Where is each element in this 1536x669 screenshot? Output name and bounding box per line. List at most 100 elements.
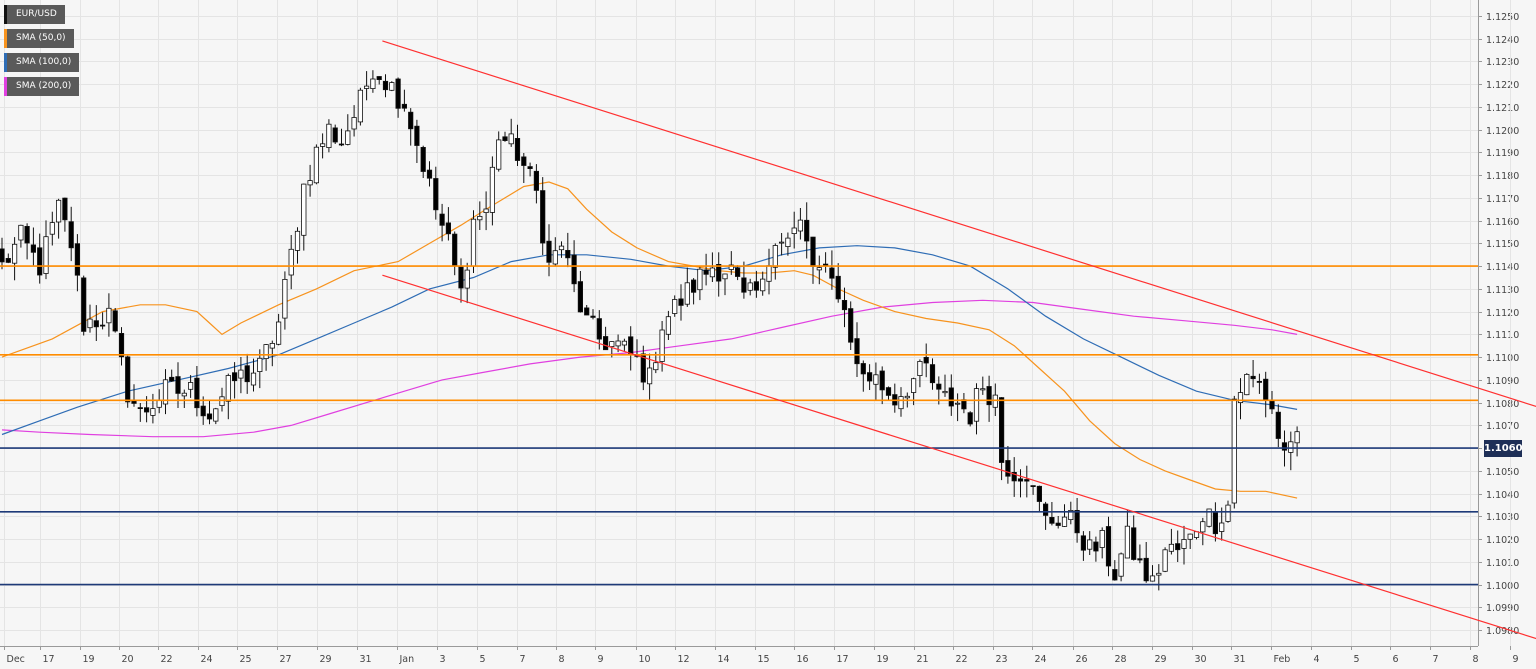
candle-bull bbox=[1294, 431, 1300, 444]
y-tick-label: 1.1230 bbox=[1486, 57, 1519, 68]
x-tick-label: 21 bbox=[917, 654, 929, 665]
candle-bear bbox=[112, 310, 118, 332]
y-tick-label: 1.0980 bbox=[1486, 626, 1519, 637]
candle-bull bbox=[106, 307, 112, 324]
candle-bull bbox=[389, 82, 395, 91]
candle-bear bbox=[1131, 527, 1137, 560]
candle-bear bbox=[1137, 558, 1143, 561]
candle-bear bbox=[1263, 378, 1269, 401]
candle-bull bbox=[275, 321, 282, 345]
legend-label-eurusd: EUR/USD bbox=[16, 9, 57, 19]
x-tick-label: 20 bbox=[122, 654, 134, 665]
candle-bull bbox=[49, 222, 55, 235]
candle-bear bbox=[603, 336, 609, 351]
candle-bull bbox=[345, 130, 351, 145]
candle-bull bbox=[11, 243, 18, 264]
x-tick-label: 6 bbox=[1393, 654, 1399, 665]
legend-item-eurusd[interactable]: EUR/USD bbox=[4, 5, 65, 24]
candle-bull bbox=[187, 382, 194, 390]
candle-bear bbox=[452, 233, 458, 266]
candle-bull bbox=[351, 117, 357, 130]
x-tick-label: 12 bbox=[678, 654, 690, 665]
candle-bull bbox=[653, 362, 659, 371]
candle-bull bbox=[898, 396, 904, 410]
candle-bear bbox=[200, 405, 206, 417]
candle-bull bbox=[307, 180, 313, 186]
candle-bear bbox=[1005, 460, 1011, 477]
candle-bear bbox=[458, 266, 464, 289]
candle-bull bbox=[326, 123, 332, 148]
candle-bull bbox=[672, 299, 678, 314]
candle-bull bbox=[483, 208, 489, 213]
y-tick-label: 1.1110 bbox=[1486, 330, 1519, 341]
legend-item-sma100[interactable]: SMA (100,0) bbox=[4, 53, 80, 72]
x-tick-label: 3 bbox=[440, 654, 446, 665]
candle-bull bbox=[162, 379, 169, 405]
candle-bull bbox=[1124, 525, 1130, 559]
x-tick-label: 8 bbox=[1473, 654, 1479, 665]
y-tick-label: 1.1190 bbox=[1486, 148, 1519, 159]
candle-bear bbox=[533, 170, 540, 191]
candle-bear bbox=[426, 169, 433, 179]
candle-bear bbox=[414, 125, 420, 146]
candle-bear bbox=[577, 281, 584, 313]
candle-bull bbox=[357, 89, 364, 123]
candle-bull bbox=[684, 282, 690, 305]
candle-bear bbox=[753, 281, 760, 291]
candle-bear bbox=[596, 318, 602, 340]
candle-bear bbox=[546, 240, 552, 263]
candle-bull bbox=[992, 394, 998, 408]
candle-bull bbox=[1181, 539, 1187, 549]
candle-bull bbox=[1149, 575, 1156, 582]
candle-bull bbox=[955, 402, 961, 405]
candle-bear bbox=[395, 78, 401, 109]
y-tick-label: 1.1160 bbox=[1486, 217, 1519, 228]
candle-bull bbox=[294, 230, 301, 251]
legend-swatch-sma50 bbox=[4, 29, 7, 48]
y-tick-label: 1.1240 bbox=[1486, 35, 1519, 46]
candle-bull bbox=[288, 248, 294, 276]
candle-bear bbox=[1055, 522, 1061, 526]
candle-bull bbox=[370, 78, 376, 90]
candle-bull bbox=[496, 139, 502, 170]
candle-bear bbox=[0, 248, 5, 263]
candle-bull bbox=[558, 245, 565, 251]
y-tick-label: 1.1220 bbox=[1486, 80, 1519, 91]
candle-bull bbox=[87, 318, 93, 329]
candle-bull bbox=[313, 146, 320, 184]
candle-bear bbox=[1250, 375, 1256, 380]
y-tick-label: 1.1170 bbox=[1486, 194, 1519, 205]
candle-bear bbox=[835, 275, 841, 300]
y-tick-label: 1.1250 bbox=[1486, 12, 1519, 23]
candle-bear bbox=[590, 315, 596, 318]
x-tick-label: 5 bbox=[1354, 654, 1360, 665]
legend-item-sma200[interactable]: SMA (200,0) bbox=[4, 77, 80, 96]
candle-bull bbox=[621, 340, 628, 346]
candle-bear bbox=[1112, 569, 1118, 581]
candle-bear bbox=[231, 372, 238, 382]
candle-bear bbox=[5, 257, 11, 263]
candle-bear bbox=[439, 213, 445, 226]
candle-bull bbox=[1219, 522, 1225, 532]
x-tick-label: 8 bbox=[559, 654, 565, 665]
candle-bull bbox=[873, 374, 879, 385]
candle-bull bbox=[552, 250, 558, 265]
candle-bull bbox=[785, 237, 791, 248]
candle-bear bbox=[118, 332, 125, 358]
candle-bear bbox=[175, 376, 181, 394]
legend-item-sma50[interactable]: SMA (50,0) bbox=[4, 29, 74, 48]
candle-bear bbox=[244, 365, 250, 383]
candle-bull bbox=[477, 215, 483, 221]
candle-bear bbox=[867, 372, 873, 382]
candle-bear bbox=[986, 386, 992, 406]
candle-bear bbox=[1080, 535, 1086, 551]
candle-bear bbox=[81, 277, 87, 332]
candle-bull bbox=[1162, 549, 1168, 572]
y-tick-label: 1.1150 bbox=[1486, 239, 1519, 250]
x-tick-label: 14 bbox=[718, 654, 730, 665]
y-tick-label: 1.1070 bbox=[1486, 421, 1519, 432]
candle-bear bbox=[30, 244, 37, 253]
candle-bear bbox=[206, 413, 213, 420]
y-tick-label: 1.1180 bbox=[1486, 171, 1519, 182]
